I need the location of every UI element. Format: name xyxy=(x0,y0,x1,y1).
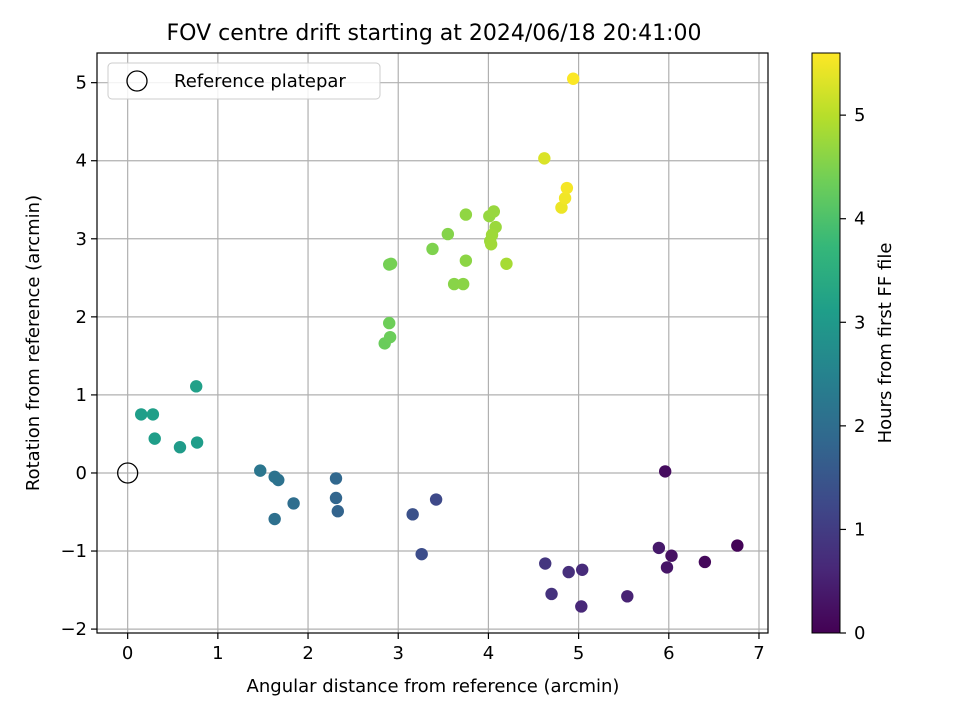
data-point xyxy=(331,505,345,518)
colorbar-label: Hours from first FF file xyxy=(875,243,896,444)
x-axis-label: Angular distance from reference (arcmin) xyxy=(247,676,620,697)
x-axis-ticks: 0 1 2 3 4 5 6 7 xyxy=(122,633,765,664)
data-point xyxy=(459,208,473,221)
data-point xyxy=(148,432,161,445)
data-point xyxy=(173,441,187,454)
y-axis-ticks: −2 −1 0 1 2 3 4 5 xyxy=(60,73,97,640)
data-point xyxy=(484,238,498,251)
data-point xyxy=(658,465,672,478)
data-point xyxy=(329,491,343,505)
colorbar-tick-label: 2 xyxy=(854,416,865,437)
data-point xyxy=(560,181,574,195)
data-point xyxy=(652,541,666,555)
data-point xyxy=(383,330,397,344)
data-point xyxy=(329,472,343,485)
data-point xyxy=(539,557,552,570)
x-tick-label: 0 xyxy=(122,643,133,664)
colorbar-tick-label: 4 xyxy=(854,209,865,230)
y-axis-label: Rotation from reference (arcmin) xyxy=(23,195,44,491)
data-point xyxy=(268,512,281,526)
colorbar-ticks: 0 1 2 3 4 5 xyxy=(840,105,865,644)
data-point xyxy=(538,152,551,165)
data-point xyxy=(545,587,558,601)
x-tick-label: 2 xyxy=(302,643,313,664)
data-point xyxy=(555,201,568,214)
data-point xyxy=(415,547,428,561)
data-point xyxy=(447,277,461,291)
data-point xyxy=(487,205,501,218)
x-tick-label: 6 xyxy=(663,643,674,664)
y-tick-label: 4 xyxy=(76,151,87,172)
y-tick-label: 5 xyxy=(76,73,87,94)
data-point xyxy=(500,257,513,270)
data-point xyxy=(190,380,203,393)
y-tick-label: 0 xyxy=(76,463,87,484)
plot-frame xyxy=(96,52,769,634)
data-point xyxy=(146,408,160,421)
data-point xyxy=(698,555,712,569)
data-point xyxy=(134,408,148,421)
x-tick-label: 5 xyxy=(573,643,584,664)
data-points xyxy=(134,72,744,613)
data-point xyxy=(576,563,589,576)
data-point xyxy=(190,436,204,449)
colorbar: 0 1 2 3 4 5 Hours from first FF file xyxy=(811,52,896,644)
y-tick-label: 3 xyxy=(76,229,87,250)
data-point xyxy=(268,470,281,484)
x-tick-label: 1 xyxy=(212,643,223,664)
data-point xyxy=(254,464,267,477)
data-point xyxy=(485,228,499,242)
grid-lines xyxy=(97,53,768,633)
data-point xyxy=(621,590,634,603)
colorbar-tick-label: 5 xyxy=(854,105,865,126)
x-tick-label: 3 xyxy=(393,643,404,664)
data-point xyxy=(562,565,575,579)
data-point xyxy=(383,316,396,330)
data-point xyxy=(287,497,300,510)
reference-marker xyxy=(117,462,139,484)
colorbar-tick-label: 1 xyxy=(854,519,865,540)
y-tick-label: 1 xyxy=(76,385,87,406)
chart-title: FOV centre drift starting at 2024/06/18 … xyxy=(167,21,702,46)
data-point xyxy=(575,600,588,613)
data-point xyxy=(456,277,470,291)
data-point xyxy=(459,254,473,267)
data-point xyxy=(426,242,439,256)
data-point xyxy=(731,539,744,552)
y-tick-label: 2 xyxy=(76,307,87,328)
colorbar-gradient xyxy=(811,52,841,634)
data-point xyxy=(406,508,419,521)
data-point xyxy=(665,549,678,562)
data-point xyxy=(558,191,572,205)
y-tick-label: −1 xyxy=(60,541,87,562)
data-point xyxy=(429,493,443,506)
x-tick-label: 4 xyxy=(483,643,494,664)
y-tick-label: −2 xyxy=(60,619,87,640)
data-point xyxy=(384,257,398,270)
data-point xyxy=(566,72,580,85)
data-point xyxy=(441,227,455,241)
legend-marker xyxy=(126,70,148,92)
data-point xyxy=(660,561,674,574)
legend: Reference platepar xyxy=(107,62,381,100)
legend-box xyxy=(107,62,381,100)
colorbar-tick-label: 3 xyxy=(854,312,865,333)
reference-point xyxy=(117,462,139,484)
colorbar-tick-label: 0 xyxy=(854,623,865,644)
x-tick-label: 7 xyxy=(753,643,764,664)
legend-label: Reference platepar xyxy=(174,71,346,92)
